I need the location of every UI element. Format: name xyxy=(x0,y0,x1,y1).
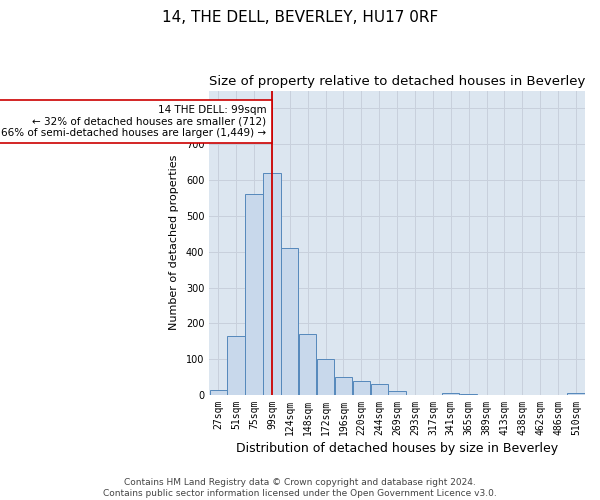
Bar xyxy=(335,377,352,395)
Bar xyxy=(568,393,585,395)
Bar xyxy=(245,194,263,395)
Text: 14 THE DELL: 99sqm
← 32% of detached houses are smaller (712)
66% of semi-detach: 14 THE DELL: 99sqm ← 32% of detached hou… xyxy=(1,105,266,138)
Bar xyxy=(281,248,298,395)
Bar xyxy=(442,393,460,395)
Y-axis label: Number of detached properties: Number of detached properties xyxy=(169,155,179,330)
Bar xyxy=(388,390,406,395)
Bar xyxy=(209,390,227,395)
Bar xyxy=(263,173,281,395)
Bar xyxy=(317,359,334,395)
Bar xyxy=(353,382,370,395)
X-axis label: Distribution of detached houses by size in Beverley: Distribution of detached houses by size … xyxy=(236,442,558,455)
Text: 14, THE DELL, BEVERLEY, HU17 0RF: 14, THE DELL, BEVERLEY, HU17 0RF xyxy=(162,10,438,25)
Bar xyxy=(227,336,245,395)
Bar xyxy=(460,394,478,395)
Bar xyxy=(299,334,316,395)
Title: Size of property relative to detached houses in Beverley: Size of property relative to detached ho… xyxy=(209,75,586,88)
Bar xyxy=(371,384,388,395)
Text: Contains HM Land Registry data © Crown copyright and database right 2024.
Contai: Contains HM Land Registry data © Crown c… xyxy=(103,478,497,498)
